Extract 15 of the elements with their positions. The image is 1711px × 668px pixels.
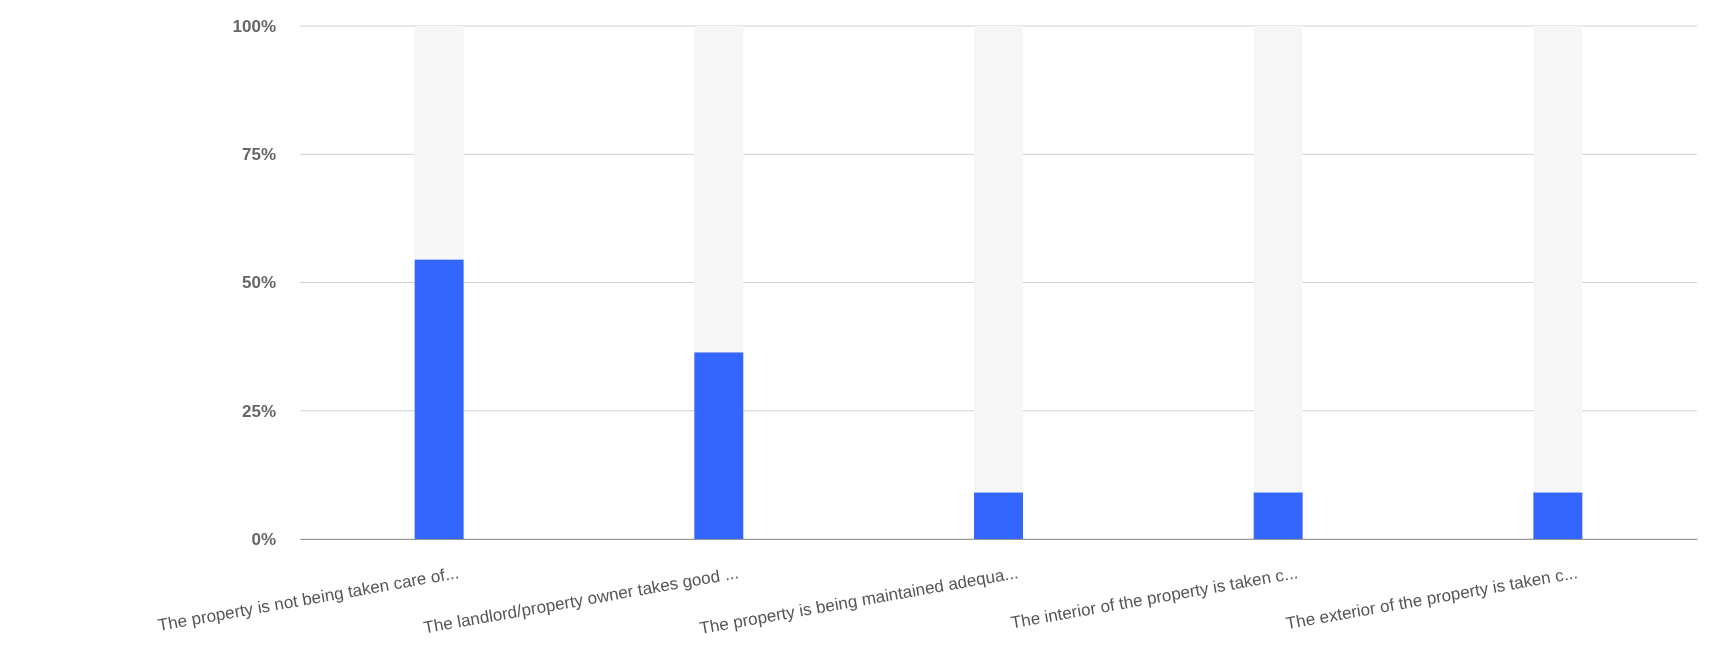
y-tick-label: 100% bbox=[232, 16, 276, 36]
bar bbox=[694, 26, 744, 353]
bar bbox=[974, 26, 1023, 493]
y-tick-label: 0% bbox=[251, 529, 276, 549]
bar bbox=[414, 26, 464, 260]
bar bbox=[1253, 492, 1303, 539]
y-tick-label: 75% bbox=[241, 145, 276, 165]
y-tick-label: 50% bbox=[241, 273, 276, 293]
bar bbox=[1533, 492, 1583, 539]
bar bbox=[1533, 26, 1583, 493]
bar bbox=[974, 492, 1023, 539]
y-tick-label: 25% bbox=[241, 401, 276, 421]
bar bbox=[694, 352, 744, 539]
bar bbox=[1253, 26, 1303, 493]
bar bbox=[414, 259, 464, 539]
